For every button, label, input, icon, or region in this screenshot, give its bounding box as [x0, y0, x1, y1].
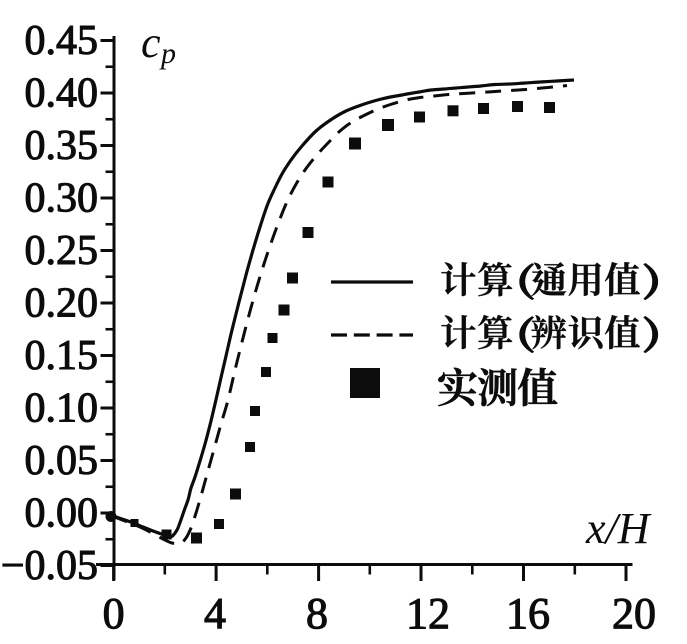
- svg-text:0.40: 0.40: [25, 71, 99, 117]
- svg-text:0: 0: [103, 589, 125, 638]
- svg-text:0.35: 0.35: [25, 123, 99, 169]
- svg-text:−0.05: −0.05: [1, 543, 98, 589]
- svg-text:8: 8: [306, 589, 328, 638]
- svg-text:0.05: 0.05: [25, 438, 99, 484]
- svg-text:12: 12: [406, 589, 450, 638]
- svg-text:20: 20: [612, 589, 656, 638]
- svg-text:x/H: x/H: [585, 504, 652, 553]
- svg-text:c: c: [141, 18, 161, 67]
- svg-text:0.10: 0.10: [25, 386, 99, 432]
- svg-text:0.30: 0.30: [25, 176, 99, 222]
- svg-text:16: 16: [506, 589, 550, 638]
- svg-text:0.45: 0.45: [25, 18, 99, 64]
- svg-text:0.25: 0.25: [25, 228, 99, 274]
- svg-text:0.20: 0.20: [25, 281, 99, 327]
- svg-text:p: p: [159, 37, 176, 70]
- svg-text:0.00: 0.00: [25, 491, 99, 537]
- svg-text:0.15: 0.15: [25, 333, 99, 379]
- svg-text:4: 4: [204, 589, 226, 638]
